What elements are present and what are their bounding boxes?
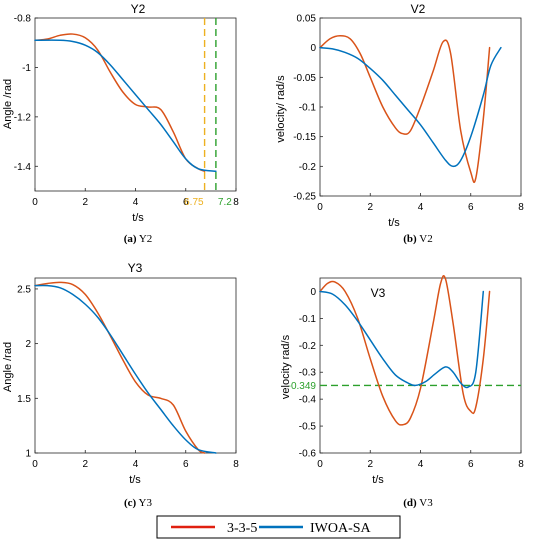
x-tick-label: 4 bbox=[418, 202, 424, 213]
y-tick-label: 0.05 bbox=[297, 14, 317, 25]
y-tick-label: 0 bbox=[310, 287, 316, 298]
x-tick-label: 8 bbox=[233, 459, 239, 470]
x-tick-label: 6 bbox=[468, 459, 474, 470]
x-axis-label: t/s bbox=[388, 217, 400, 229]
x-tick-label: 2 bbox=[367, 202, 373, 213]
series-line-iwoa-sa bbox=[319, 290, 485, 389]
x-axis-label: t/s bbox=[372, 474, 384, 486]
figure-caption: (a) Y2 bbox=[124, 233, 153, 245]
y-tick-label: -1.4 bbox=[14, 162, 32, 173]
chart-title: Y3 bbox=[128, 261, 143, 275]
y-tick-label: -0.1 bbox=[299, 314, 317, 325]
caption-text: Y3 bbox=[139, 497, 153, 509]
y-tick-label: -0.15 bbox=[293, 132, 316, 143]
y-tick-label: -0.05 bbox=[293, 73, 316, 84]
y-tick-label: 2 bbox=[25, 339, 31, 350]
x-tick-label: 6 bbox=[183, 197, 189, 208]
series-line-3-3-5 bbox=[34, 33, 206, 172]
chart-title: Y2 bbox=[131, 2, 146, 16]
y-tick-label: -1 bbox=[22, 63, 31, 74]
x-tick-label: 8 bbox=[233, 197, 239, 208]
y-axis-label: Angle /rad bbox=[2, 342, 14, 392]
legend-label-iwoa-sa: IWOA-SA bbox=[310, 521, 372, 536]
axes-frame bbox=[34, 277, 237, 454]
y-axis-label: velocity rad/s bbox=[280, 334, 292, 399]
y-tick-label: 0 bbox=[310, 43, 316, 54]
figure-caption: (c) Y3 bbox=[124, 497, 153, 509]
series-line-iwoa-sa bbox=[34, 284, 217, 454]
series-line-3-3-5 bbox=[319, 35, 491, 184]
figure-caption: (d) V3 bbox=[403, 497, 433, 509]
caption-letter: (d) bbox=[403, 497, 417, 509]
y-tick-label: -0.6 bbox=[299, 449, 317, 460]
y-tick-label: -0.2 bbox=[299, 341, 317, 352]
x-tick-label: 4 bbox=[133, 459, 139, 470]
y-tick-label: -0.4 bbox=[299, 395, 317, 406]
figure-caption: (b) V2 bbox=[403, 233, 432, 245]
x-tick-label: 4 bbox=[418, 459, 424, 470]
x-tick-label: 0 bbox=[317, 459, 323, 470]
panel-v3: V3 0 2 4 6 80-0.1-0.2-0.3-0.4-0.5-0.6-0.349 … bbox=[280, 274, 524, 509]
reference-hline-label: -0.349 bbox=[288, 381, 317, 392]
y-tick-label: 1.5 bbox=[17, 394, 31, 405]
series-line-iwoa-sa bbox=[34, 39, 217, 172]
x-tick-label: 0 bbox=[32, 459, 38, 470]
panel-y2: Y2 0 2 4 6 8 -0.8 -1 -1.2 -1.4 6.75 7.2 t/s Angle … bbox=[2, 2, 239, 245]
legend: 3-3-5 IWOA-SA bbox=[156, 515, 401, 539]
legend-label-3-3-5: 3-3-5 bbox=[227, 521, 257, 536]
y-tick-label: -0.25 bbox=[293, 192, 316, 203]
y-axis-label: velocity/ rad/s bbox=[275, 75, 287, 143]
x-tick-label: 0 bbox=[32, 197, 38, 208]
x-axis-label: t/s bbox=[129, 474, 141, 486]
x-tick-label: 2 bbox=[367, 459, 373, 470]
x-tick-label: 4 bbox=[133, 197, 139, 208]
x-tick-label: 6 bbox=[183, 459, 189, 470]
x-axis-label: t/s bbox=[132, 212, 144, 224]
y-tick-label: 1 bbox=[25, 449, 31, 460]
chart-title: V2 bbox=[411, 2, 426, 16]
chart-title: V3 bbox=[371, 286, 386, 300]
plot-area-v2: 0 2 4 6 8 0.05 0 -0.05 -0.1 -0.15 -0.2 -0.25 bbox=[293, 14, 524, 214]
axes-frame bbox=[319, 277, 522, 454]
caption-letter: (a) bbox=[124, 233, 137, 245]
y-tick-label: 2.5 bbox=[17, 284, 31, 295]
marker-label: 7.2 bbox=[218, 197, 232, 208]
x-tick-label: 0 bbox=[317, 202, 323, 213]
series-line-3-3-5 bbox=[319, 274, 491, 426]
caption-letter: (b) bbox=[403, 233, 417, 245]
y-axis-label: Angle /rad bbox=[2, 79, 14, 129]
plot-area-y3: 0 2 4 6 8 2.5 2 1.5 1 bbox=[17, 277, 239, 470]
x-tick-label: 2 bbox=[82, 459, 88, 470]
panel-y3: Y3 0 2 4 6 8 2.5 2 1.5 1 t/s Angle /rad (c) Y3 bbox=[2, 261, 239, 509]
caption-letter: (c) bbox=[124, 497, 137, 509]
x-tick-label: 2 bbox=[82, 197, 88, 208]
marker-label: 6.75 bbox=[184, 197, 204, 208]
caption-text: V2 bbox=[419, 233, 432, 245]
panel-v2: V2 0 2 4 6 8 0.05 0 -0.05 -0.1 -0.15 -0.2 -0.25 t/s… bbox=[275, 2, 524, 245]
y-tick-label: -0.8 bbox=[14, 14, 32, 25]
x-tick-label: 6 bbox=[468, 202, 474, 213]
y-tick-label: -0.3 bbox=[299, 368, 317, 379]
y-tick-label: -0.1 bbox=[299, 103, 317, 114]
x-tick-label: 8 bbox=[518, 202, 524, 213]
y-tick-label: -1.2 bbox=[14, 112, 32, 123]
y-tick-label: -0.2 bbox=[299, 162, 317, 173]
plot-area-y2: 0 2 4 6 8 -0.8 -1 -1.2 -1.4 6.75 7.2 bbox=[14, 14, 239, 209]
series-line-iwoa-sa bbox=[319, 46, 502, 168]
series-line-3-3-5 bbox=[34, 281, 206, 454]
caption-text: V3 bbox=[419, 497, 433, 509]
plot-area-v3: 0 2 4 6 8 0 -0.1 -0.2 -0.3 -0.4 -0.5 -0.6 -0.349 bbox=[288, 274, 524, 470]
x-tick-label: 8 bbox=[518, 459, 524, 470]
y-tick-label: -0.5 bbox=[299, 422, 317, 433]
caption-text: Y2 bbox=[139, 233, 152, 245]
